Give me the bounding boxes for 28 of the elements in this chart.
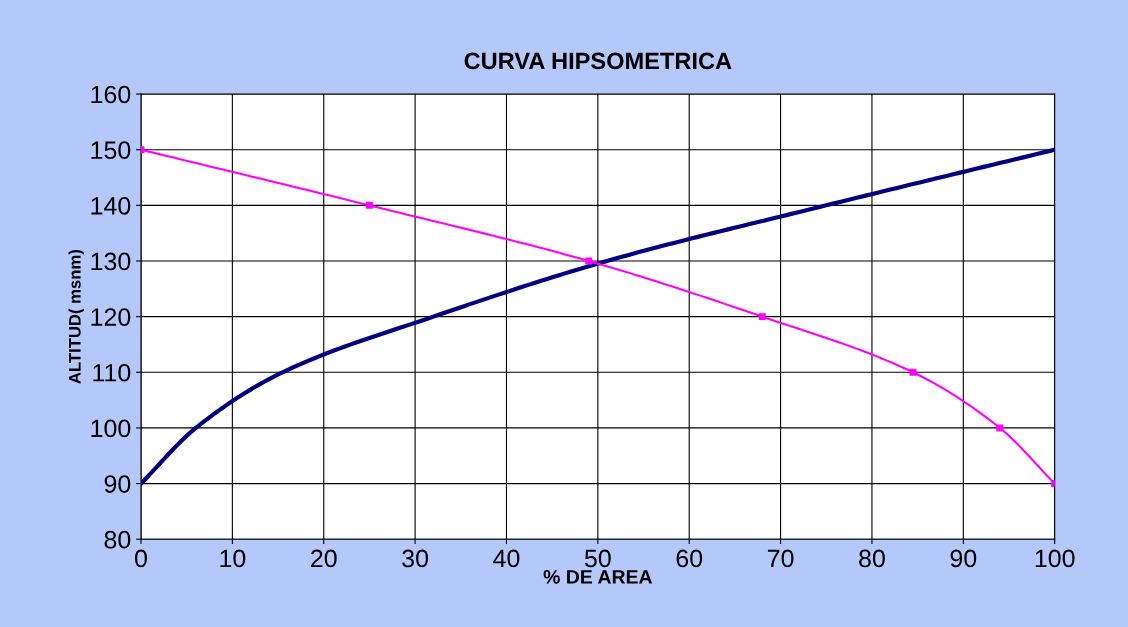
y-tick-label: 160: [91, 85, 131, 104]
x-tick-label: 0: [135, 549, 147, 568]
x-tick-label: 20: [311, 549, 337, 568]
x-tick-label: 100: [1035, 549, 1075, 568]
x-tick-label: 30: [402, 549, 429, 568]
y-tick-label: 150: [91, 141, 131, 159]
y-tick-label: 90: [104, 475, 131, 493]
y-tick-label: 140: [91, 196, 131, 215]
point: [758, 313, 766, 321]
chart-title: CURVA HIPSOMETRICA: [464, 52, 732, 70]
y-tick-label: 80: [104, 530, 131, 549]
point: [585, 257, 593, 265]
x-tick-label: 40: [493, 549, 520, 568]
x-tick-label: 70: [767, 549, 794, 568]
x-tick-label: 60: [676, 549, 703, 568]
y-tick-label: 120: [91, 308, 131, 326]
y-axis-title: ALTITUD( msnm): [68, 250, 85, 384]
point: [909, 368, 917, 376]
point: [996, 424, 1004, 432]
x-tick-label: 10: [220, 549, 246, 568]
x-axis-title: % DE AREA: [543, 570, 653, 584]
x-tick-label: 50: [584, 549, 611, 568]
y-tick-label: 110: [93, 363, 131, 382]
x-tick-label: 90: [950, 549, 977, 568]
point: [365, 201, 373, 209]
y-tick-label: 130: [91, 252, 131, 271]
x-tick-label: 80: [859, 549, 885, 568]
y-tick-label: 100: [91, 419, 131, 438]
